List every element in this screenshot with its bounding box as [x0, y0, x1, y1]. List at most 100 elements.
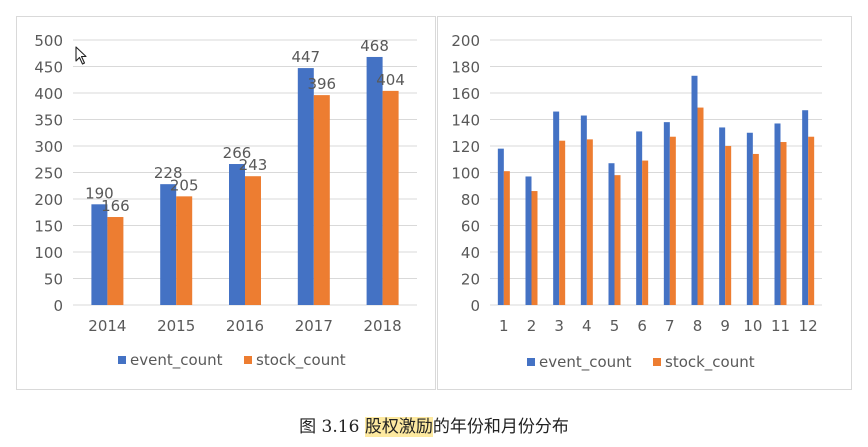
caption-prefix: 图 3.16: [299, 417, 365, 437]
data-label: 468: [360, 37, 389, 55]
x-tick-label: 1: [499, 317, 509, 335]
caption-highlight: 股权激励: [364, 417, 433, 437]
stock-count-bar: [614, 175, 621, 305]
y-tick-label: 150: [34, 218, 63, 236]
stock-count-bar: [780, 142, 787, 305]
stock-count-bar: [669, 136, 676, 305]
legend-label: stock_count: [665, 353, 755, 372]
stock-count-bar: [642, 160, 649, 305]
data-label: 228: [154, 164, 183, 182]
event-count-bar: [719, 127, 726, 305]
y-tick-label: 0: [53, 297, 63, 315]
x-tick-label: 3: [554, 317, 564, 335]
legend-label: stock_count: [256, 351, 346, 370]
event-count-bar: [636, 131, 643, 305]
stock-count-bar: [531, 191, 538, 305]
stock-count-bar: [176, 196, 193, 305]
y-tick-label: 500: [34, 32, 63, 50]
caption-suffix: 的年份和月份分布: [432, 417, 569, 437]
y-tick-label: 60: [461, 218, 480, 236]
y-tick-label: 40: [461, 244, 480, 262]
stock-count-bar: [313, 95, 330, 306]
event-count-bar: [229, 164, 245, 305]
event-count-bar: [663, 122, 670, 306]
event-count-bar: [691, 75, 698, 306]
y-tick-label: 100: [451, 165, 480, 183]
event-count-bar: [746, 132, 753, 305]
stock-count-bar: [586, 139, 593, 305]
x-tick-label: 9: [720, 317, 730, 335]
y-tick-label: 20: [461, 271, 480, 289]
y-tick-label: 200: [451, 32, 480, 50]
legend-swatch-stock-count: [653, 358, 661, 366]
x-tick-label: 2016: [226, 317, 264, 335]
event-count-bar: [297, 68, 314, 305]
stock-count-bar: [559, 140, 566, 305]
data-label: 266: [223, 144, 252, 162]
x-tick-label: 10: [743, 317, 762, 335]
mouse-pointer-icon: [75, 46, 87, 65]
event-count-bar: [608, 163, 615, 305]
event-count-bar: [580, 115, 587, 306]
stock-count-bar: [725, 146, 732, 305]
x-tick-label: 2017: [295, 317, 333, 335]
data-label: 243: [239, 156, 268, 174]
data-label: 205: [170, 176, 199, 194]
legend-swatch-event-count: [527, 358, 535, 366]
x-tick-label: 2015: [157, 317, 195, 335]
y-tick-label: 300: [34, 138, 63, 156]
stock-count-bar: [107, 217, 124, 305]
x-tick-label: 12: [799, 317, 818, 335]
data-label: 166: [101, 197, 130, 215]
legend-swatch-stock-count: [244, 356, 252, 364]
y-tick-label: 80: [461, 191, 480, 209]
data-label: 396: [307, 75, 336, 93]
x-tick-label: 8: [693, 317, 703, 335]
y-tick-label: 450: [34, 59, 63, 77]
monthly-chart-panel: 0 20 40 60 80 100 120 140 160 180 200 1 2 3 4 5 6 7 8 9 10 11…: [437, 16, 852, 390]
y-tick-label: 400: [34, 85, 63, 103]
y-tick-label: 350: [34, 112, 63, 130]
y-tick-label: 160: [451, 85, 480, 103]
y-tick-label: 180: [451, 59, 480, 77]
y-tick-label: 50: [44, 271, 63, 289]
x-tick-label: 4: [582, 317, 592, 335]
x-tick-label: 11: [771, 317, 790, 335]
y-tick-label: 100: [34, 244, 63, 262]
stock-count-bar: [503, 171, 510, 305]
y-tick-label: 200: [34, 191, 63, 209]
stock-count-bar: [808, 136, 815, 305]
y-tick-label: 250: [34, 165, 63, 183]
y-tick-label: 0: [470, 297, 480, 315]
figure-caption: 图 3.16 股权激励的年份和月份分布: [0, 412, 868, 437]
event-count-bar: [366, 56, 383, 306]
event-count-bar: [525, 176, 532, 305]
x-tick-label: 7: [665, 317, 675, 335]
stock-count-bar: [382, 90, 399, 305]
stock-count-bar: [245, 176, 261, 305]
x-tick-label: 2: [527, 317, 537, 335]
x-tick-label: 2014: [88, 317, 126, 335]
x-tick-label: 2018: [364, 317, 402, 335]
stock-count-bar: [752, 153, 759, 305]
data-label: 404: [376, 71, 405, 89]
y-tick-label: 140: [451, 112, 480, 130]
event-count-bar: [497, 148, 504, 305]
yearly-chart-panel: 0 50 100 150 200 250 300 350 400 450 500 190 166 2014…: [16, 16, 436, 390]
x-tick-label: 6: [637, 317, 647, 335]
y-tick-label: 120: [451, 138, 480, 156]
stock-count-bar: [697, 107, 704, 305]
event-count-bar: [802, 110, 809, 305]
event-count-bar: [774, 123, 781, 305]
data-label: 190: [85, 184, 114, 202]
legend-swatch-event-count: [118, 356, 126, 364]
event-count-bar: [553, 111, 560, 305]
legend-label: event_count: [130, 351, 223, 370]
event-count-bar: [160, 184, 177, 305]
x-tick-label: 5: [610, 317, 620, 335]
data-label: 447: [291, 48, 320, 66]
legend-label: event_count: [539, 353, 632, 372]
event-count-bar: [91, 204, 108, 305]
